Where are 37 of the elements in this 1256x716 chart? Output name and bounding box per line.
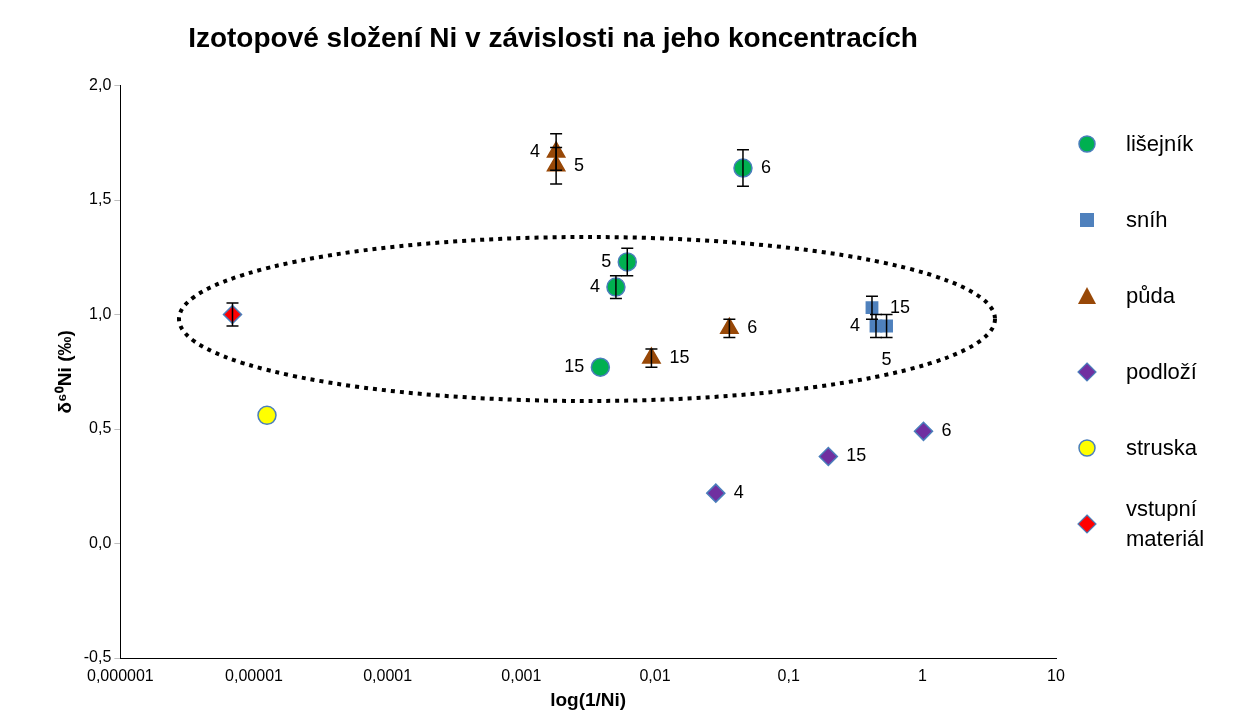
legend-label: podloží xyxy=(1126,358,1198,386)
x-tick-label: 0,1 xyxy=(777,667,800,685)
legend-label: sníh xyxy=(1126,206,1169,234)
annotation: 5 xyxy=(601,250,612,271)
annotation: 15 xyxy=(846,445,867,466)
y-tick-label: -0,5 xyxy=(83,648,112,666)
annotation: 6 xyxy=(747,317,758,338)
x-tick-label: 10 xyxy=(1047,667,1065,685)
y-tick-label: 0,0 xyxy=(89,533,112,551)
annotation: 5 xyxy=(574,154,585,175)
legend-label: lišejník xyxy=(1126,130,1195,158)
annotation: 4 xyxy=(733,482,744,503)
y-tick-label: 2,0 xyxy=(89,76,112,94)
chart-title: Izotopové složení Ni v závislosti na jeho koncentracích xyxy=(188,21,918,53)
x-tick-label: 0,0001 xyxy=(363,667,413,685)
y-tick-label: 1,5 xyxy=(89,190,112,208)
legend-label: půda xyxy=(1126,282,1176,310)
y-tick-label: 0,5 xyxy=(89,419,112,437)
x-tick-label: 0,000001 xyxy=(87,667,154,685)
legend-label: struska xyxy=(1126,434,1198,462)
annotation: 15 xyxy=(889,296,911,317)
annotation: 6 xyxy=(760,156,771,177)
x-tick-label: 1 xyxy=(917,667,927,685)
annotation: 6 xyxy=(941,420,952,441)
annotation: 15 xyxy=(564,356,585,377)
annotation: 4 xyxy=(589,276,600,297)
legend-label: vstupní materiál xyxy=(1126,495,1206,553)
x-tick-label: 0,00001 xyxy=(225,667,284,685)
y-tick-label: 1,0 xyxy=(89,304,112,322)
x-tick-label: 0,01 xyxy=(639,667,671,685)
annotation: 4 xyxy=(530,140,541,161)
annotation: 5 xyxy=(881,348,892,369)
x-tick-label: 0,001 xyxy=(501,667,542,685)
annotation: 4 xyxy=(849,314,860,335)
y-axis-title: δ⁶⁰Ni (‰) xyxy=(53,330,75,414)
x-axis-title: log(1/Ni) xyxy=(550,688,627,710)
annotation: 15 xyxy=(669,347,690,368)
